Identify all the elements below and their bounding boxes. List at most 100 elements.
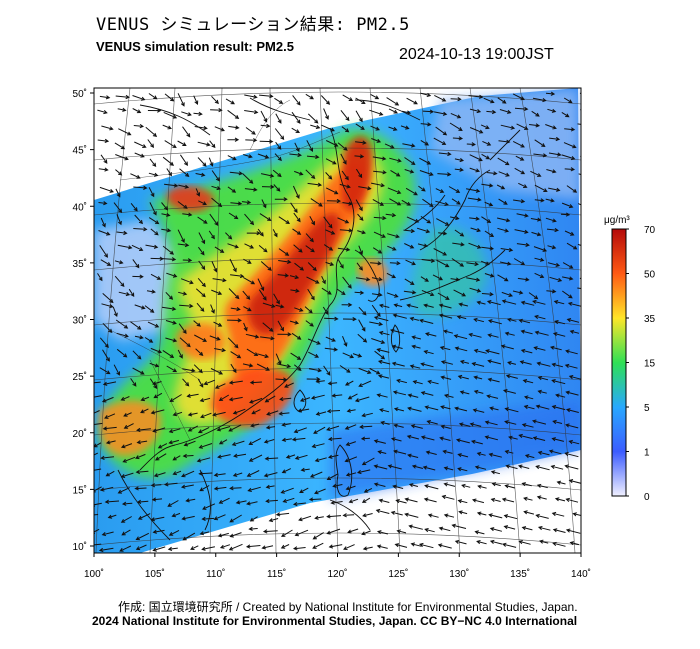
lon-tick-label: 105˚ <box>145 568 165 580</box>
wind-arrow <box>582 229 592 233</box>
lon-tick-label: 120˚ <box>327 568 347 580</box>
wind-arrow <box>228 125 240 130</box>
wind-arrow <box>531 231 542 237</box>
wind-arrow <box>177 201 188 209</box>
wind-arrow <box>149 202 157 216</box>
wind-arrow <box>443 393 454 398</box>
wind-arrow <box>473 375 483 380</box>
wind-arrow <box>532 436 546 441</box>
wind-arrow <box>373 170 387 175</box>
wind-arrow <box>297 408 310 413</box>
wind-arrow <box>115 154 129 161</box>
wind-arrow <box>436 259 450 268</box>
wind-arrow <box>503 514 518 520</box>
wind-arrow <box>551 511 565 517</box>
title-japanese: VENUS シミュレーション結果: PM2.5 <box>96 15 410 35</box>
wind-arrow <box>339 183 351 189</box>
wind-arrow <box>258 245 268 253</box>
wind-arrow <box>121 529 131 536</box>
wind-arrow <box>531 419 547 425</box>
wind-arrow <box>135 469 149 475</box>
wind-arrow <box>197 216 208 224</box>
wind-arrow <box>321 287 332 295</box>
wind-arrow <box>94 514 99 516</box>
wind-arrow <box>195 288 206 298</box>
wind-arrow <box>294 529 309 537</box>
wind-arrow <box>166 365 178 373</box>
wind-arrow <box>427 379 439 385</box>
wind-arrow <box>420 391 434 396</box>
wind-arrow <box>229 486 242 491</box>
wind-arrow <box>358 186 372 191</box>
wind-arrow <box>466 277 481 282</box>
wind-arrow <box>276 363 292 369</box>
wind-arrow <box>552 541 566 547</box>
wind-arrow <box>281 422 291 427</box>
wind-arrow <box>257 353 270 359</box>
wind-arrow <box>212 278 227 283</box>
wind-arrow <box>497 274 509 282</box>
wind-arrow <box>499 261 512 266</box>
wind-arrow <box>132 259 140 269</box>
wind-arrow <box>523 510 535 515</box>
wind-arrow <box>356 469 371 475</box>
wind-arrow <box>393 449 407 455</box>
wind-arrow <box>208 230 215 240</box>
wind-arrow <box>394 543 408 548</box>
wind-arrow <box>161 202 169 211</box>
lat-tick-label: 10˚ <box>73 541 87 553</box>
wind-arrow <box>135 544 147 551</box>
wind-arrow <box>194 334 208 342</box>
wind-arrow <box>407 453 419 458</box>
wind-arrow <box>490 497 501 502</box>
wind-arrow <box>321 275 326 285</box>
wind-arrow <box>392 484 404 489</box>
wind-arrow <box>501 542 517 548</box>
wind-arrow <box>379 408 390 413</box>
wind-arrow <box>404 278 415 285</box>
wind-arrow <box>564 230 575 236</box>
wind-arrow <box>376 544 388 549</box>
wind-arrow <box>135 453 146 460</box>
credit-line: 作成: 国立環境研究所 / Created by National Instit… <box>118 600 578 614</box>
wind-arrow <box>497 97 507 104</box>
wind-arrow <box>117 244 133 250</box>
wind-arrow <box>409 316 420 321</box>
wind-arrow <box>114 275 125 287</box>
wind-arrow <box>213 486 227 491</box>
wind-arrow <box>136 440 148 445</box>
wind-arrow <box>187 425 199 432</box>
plume-layer <box>98 129 487 479</box>
wind-arrow <box>261 184 275 190</box>
wind-arrow <box>298 515 312 522</box>
wind-arrow <box>562 262 574 269</box>
wind-arrow <box>148 217 160 225</box>
wind-arrow <box>369 368 381 375</box>
wind-arrow <box>565 349 578 355</box>
wind-arrow <box>369 321 384 326</box>
wind-arrow <box>97 138 110 143</box>
wind-arrow <box>246 348 259 357</box>
wind-arrow <box>214 348 227 353</box>
wind-arrow <box>228 212 239 220</box>
wind-arrow <box>455 438 470 444</box>
colorbar-segment <box>612 362 626 408</box>
wind-arrow <box>153 472 166 478</box>
wind-arrow <box>198 232 206 245</box>
wind-arrow <box>534 314 546 320</box>
wind-arrow <box>358 306 367 316</box>
wind-arrow <box>130 202 138 212</box>
wind-arrow <box>315 411 327 416</box>
wind-arrow <box>168 428 181 434</box>
wind-arrow <box>273 293 280 305</box>
wind-arrow <box>116 230 128 236</box>
wind-arrow <box>359 424 373 429</box>
wind-arrow <box>520 300 535 306</box>
wind-arrow <box>200 412 212 419</box>
wind-arrow <box>289 275 300 280</box>
wind-arrow <box>537 450 550 456</box>
wind-arrow <box>165 291 174 300</box>
wind-arrow <box>181 470 195 478</box>
wind-arrow <box>306 276 320 284</box>
wind-arrow <box>272 169 282 178</box>
